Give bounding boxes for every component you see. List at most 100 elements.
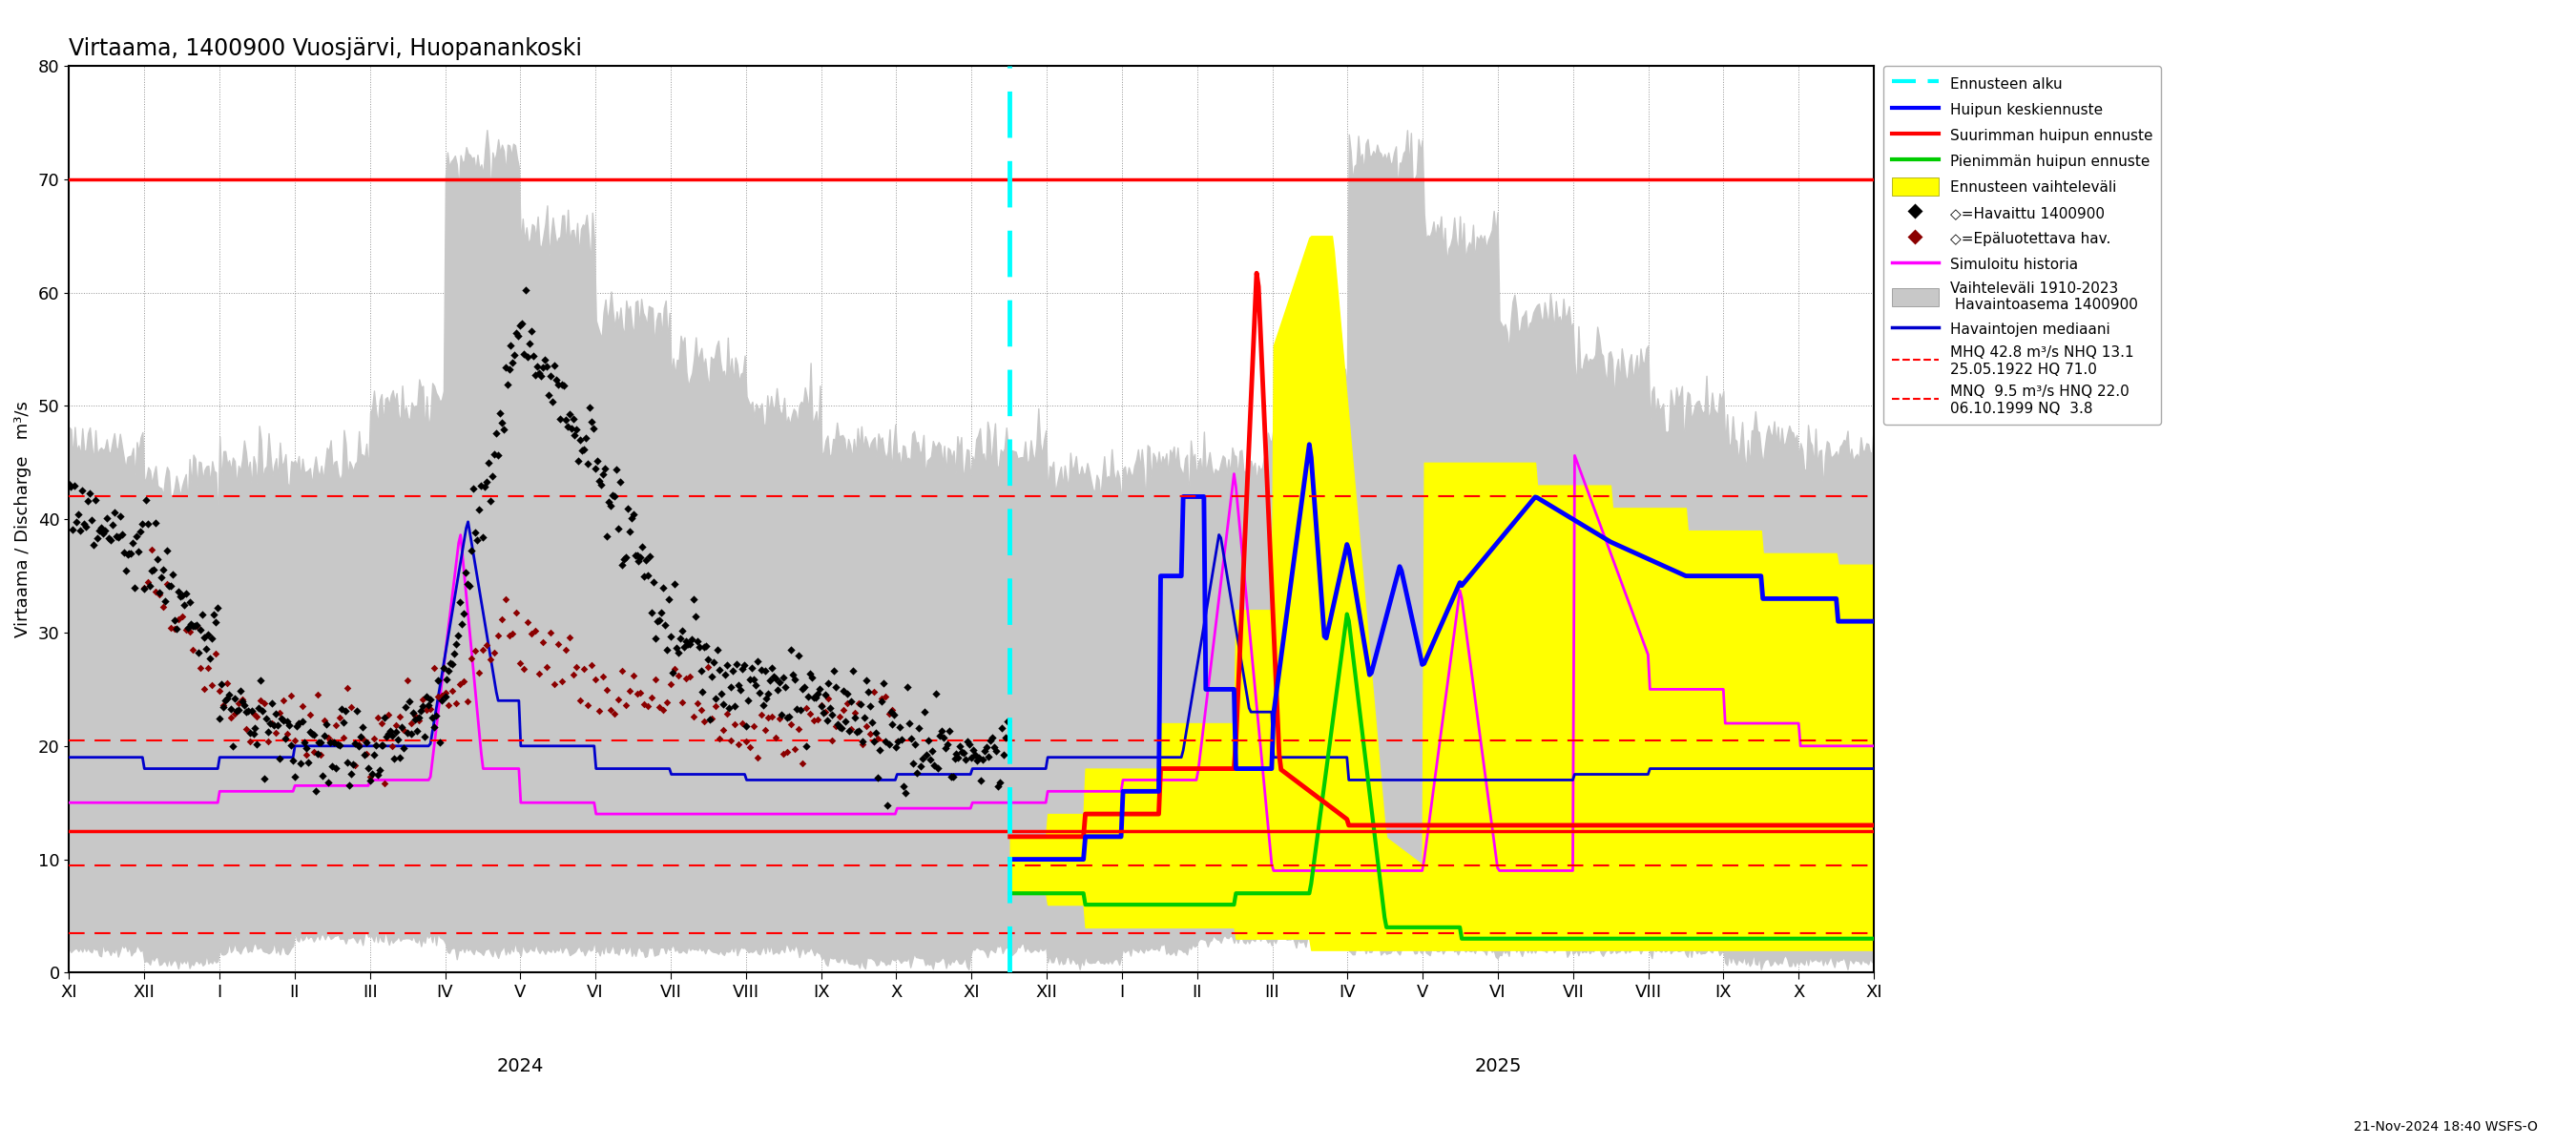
Point — [384, 720, 425, 739]
Point — [629, 697, 670, 716]
Point — [809, 689, 850, 708]
Point — [147, 575, 188, 593]
Point — [420, 692, 461, 710]
Point — [649, 674, 690, 693]
Point — [384, 698, 425, 717]
Point — [850, 696, 891, 714]
Point — [399, 709, 440, 727]
Point — [402, 696, 443, 714]
Point — [976, 776, 1018, 795]
Point — [829, 693, 871, 711]
Point — [801, 704, 842, 722]
Point — [350, 767, 392, 785]
Point — [657, 666, 698, 685]
Point — [868, 704, 909, 722]
Point — [866, 733, 907, 751]
Point — [469, 491, 510, 510]
Point — [438, 626, 479, 645]
Point — [958, 748, 999, 766]
Point — [265, 725, 307, 743]
Text: 21-Nov-2024 18:40 WSFS-O: 21-Nov-2024 18:40 WSFS-O — [2354, 1120, 2537, 1134]
Point — [232, 724, 273, 742]
Point — [546, 418, 587, 436]
Point — [175, 616, 216, 634]
Point — [582, 465, 623, 483]
Point — [806, 711, 848, 729]
Point — [67, 491, 108, 510]
Point — [175, 617, 216, 635]
Point — [987, 712, 1028, 731]
Point — [206, 674, 247, 693]
Point — [526, 658, 567, 677]
Point — [817, 678, 858, 696]
Point — [155, 619, 196, 638]
Point — [739, 705, 781, 724]
Point — [899, 719, 940, 737]
Point — [307, 714, 348, 733]
Point — [922, 728, 963, 747]
Point — [829, 720, 871, 739]
Point — [523, 358, 564, 377]
Point — [891, 729, 933, 748]
Point — [281, 712, 322, 731]
Point — [180, 658, 222, 677]
Point — [157, 610, 198, 629]
Point — [948, 735, 989, 753]
Point — [652, 663, 693, 681]
Point — [904, 703, 945, 721]
Point — [930, 767, 971, 785]
Point — [737, 653, 778, 671]
Point — [139, 583, 180, 601]
Point — [726, 733, 768, 751]
Point — [410, 700, 451, 718]
Point — [70, 484, 111, 503]
Point — [801, 696, 842, 714]
Point — [845, 671, 886, 689]
Point — [95, 527, 137, 545]
Point — [590, 497, 631, 515]
Point — [809, 698, 850, 717]
Point — [559, 451, 600, 469]
Point — [729, 739, 770, 757]
Point — [662, 693, 703, 711]
Point — [683, 682, 724, 701]
Point — [515, 365, 556, 384]
Point — [265, 729, 307, 748]
Point — [294, 743, 335, 761]
Point — [433, 655, 474, 673]
Point — [474, 425, 515, 443]
Point — [392, 703, 433, 721]
Point — [371, 722, 412, 741]
Point — [876, 737, 917, 756]
Point — [719, 735, 760, 753]
Point — [886, 783, 927, 802]
Point — [698, 661, 739, 679]
Point — [497, 603, 538, 622]
Point — [448, 577, 489, 595]
Point — [137, 550, 178, 568]
Point — [755, 728, 796, 747]
Point — [587, 681, 629, 700]
Point — [809, 673, 850, 692]
Point — [878, 732, 920, 750]
Point — [726, 690, 768, 709]
Point — [219, 681, 260, 700]
Point — [945, 751, 987, 769]
Point — [927, 721, 969, 740]
Point — [255, 705, 296, 724]
Point — [510, 322, 551, 340]
Point — [860, 692, 902, 710]
Point — [510, 334, 551, 353]
Point — [170, 615, 211, 633]
Point — [149, 576, 191, 594]
Point — [608, 681, 649, 700]
Point — [636, 630, 677, 648]
Point — [886, 678, 927, 696]
Point — [871, 716, 912, 734]
Point — [85, 510, 126, 528]
Point — [796, 685, 837, 703]
Point — [57, 505, 98, 523]
Point — [778, 720, 819, 739]
Point — [680, 701, 721, 719]
Point — [366, 727, 407, 745]
